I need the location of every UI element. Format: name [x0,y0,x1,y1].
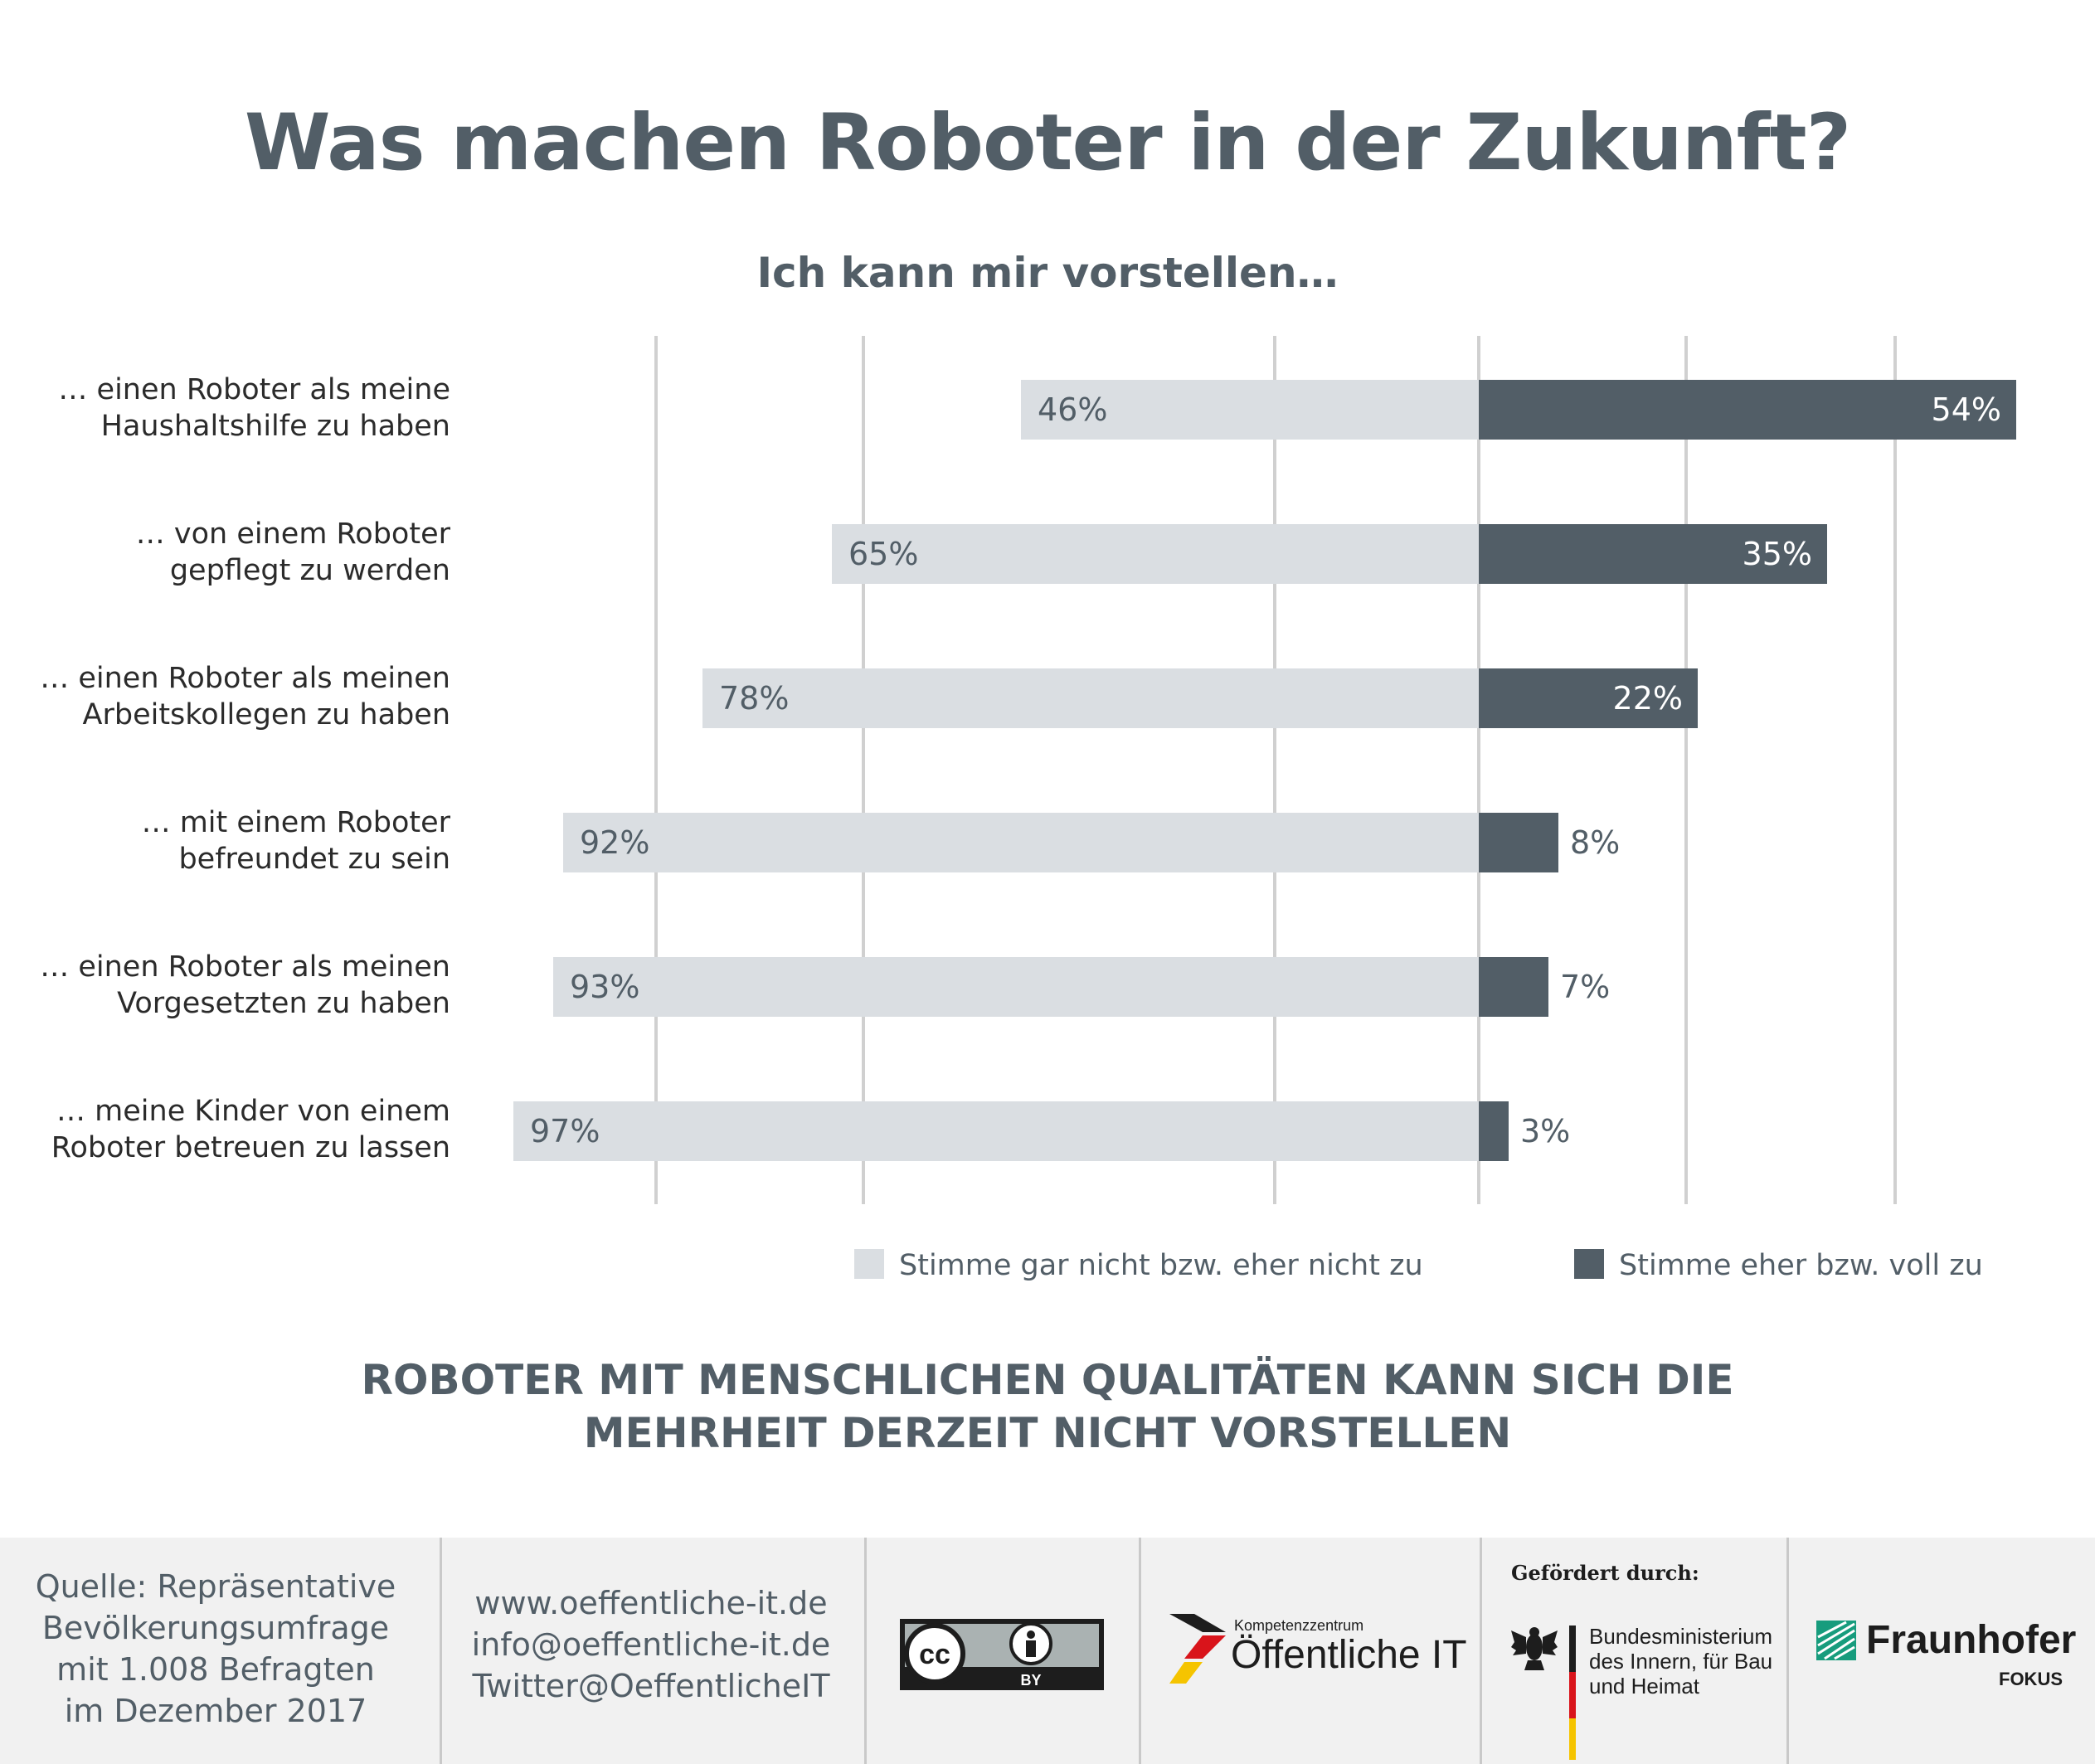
cc-by-label: BY [1020,1672,1041,1689]
category-label-line: befreundet zu sein [178,843,450,876]
fokus-logo-text: FOKUS [1999,1669,2063,1689]
federal-eagle-icon [1511,1627,1558,1670]
footer-divider [1786,1538,1789,1764]
bar-agree [1479,957,1548,1017]
category-label: … mit einem Roboter befreundet zu sein [0,804,450,877]
category-label-line: Haushaltshilfe zu haben [100,410,450,443]
legend-item-disagree: Stimme gar nicht bzw. eher nicht zu [854,1249,1423,1282]
headline-line-1: ROBOTER MIT MENSCHLICHEN QUALITÄTEN KANN… [361,1356,1734,1404]
category-label-line: Arbeitskollegen zu haben [82,698,450,731]
data-label-agree: 3% [1520,1113,1570,1149]
source-line: Quelle: Repräsentative [35,1568,396,1605]
data-label-agree: 54% [1932,391,2001,428]
svg-text:cc: cc [919,1639,950,1670]
footer: Quelle: Repräsentative Bevölkerungsumfra… [0,1538,2095,1764]
category-label-line: … mit einem Roboter [141,806,450,839]
category-label-line: Vorgesetzten zu haben [117,987,450,1020]
ministry-line: und Heimat [1589,1674,1699,1698]
category-label-line: … einen Roboter als meinen [40,950,450,984]
headline-line-2: MEHRHEIT DERZEIT NICHT VORSTELLEN [583,1409,1512,1457]
bar-disagree [513,1101,1479,1161]
email-link[interactable]: info@oeffentliche-it.de [471,1626,831,1663]
footer-divider [864,1538,867,1764]
website-link[interactable]: www.oeffentliche-it.de [474,1585,828,1621]
cc-by-license-icon[interactable]: cc BY [900,1619,1104,1690]
legend-label-disagree: Stimme gar nicht bzw. eher nicht zu [899,1249,1423,1282]
flag-stripe-gold [1569,1718,1576,1760]
legend-swatch-agree [1574,1249,1604,1279]
flag-stripe-red [1569,1672,1576,1718]
chart: 46% 54% 65% 35% 78% 22% 92% 8% 93% 7% 97% 3% [513,336,2016,1204]
fraunhofer-logo-text: Fraunhofer [1866,1618,2077,1662]
fraunhofer-logo-icon [1816,1621,1856,1660]
bar-agree [1479,668,1698,728]
contact-info: www.oeffentliche-it.de info@oeffentliche… [452,1582,850,1707]
category-label: … meine Kinder von einem Roboter betreuen… [0,1093,450,1166]
data-label-disagree: 92% [580,824,649,861]
data-label-disagree: 93% [570,969,639,1005]
legend-swatch-disagree [854,1249,884,1279]
bar-agree [1479,380,2016,440]
data-label-disagree: 78% [719,680,789,717]
data-label-disagree: 97% [530,1113,600,1149]
data-label-agree: 35% [1743,536,1812,572]
category-label: … von einem Roboter gepflegt zu werden [0,516,450,589]
footer-divider [1139,1538,1141,1764]
bar-agree [1479,1101,1509,1161]
data-label-agree: 22% [1613,680,1683,717]
twitter-link[interactable]: Twitter@OeffentlicheIT [472,1668,830,1704]
category-label-line: … einen Roboter als meinen [40,662,450,695]
kompetenz-small-label: Kompetenzzentrum [1234,1617,1364,1634]
bar-agree [1479,524,1827,584]
category-label-line: gepflegt zu werden [169,554,450,587]
footer-divider [440,1538,442,1764]
legend-item-agree: Stimme eher bzw. voll zu [1574,1249,1983,1282]
bar-agree [1479,813,1558,872]
kompetenz-logo-text: Öffentliche IT [1231,1633,1467,1677]
category-label: … einen Roboter als meine Haushaltshilfe … [0,372,450,445]
bar-disagree [563,813,1479,872]
category-label-line: Roboter betreuen zu lassen [51,1131,450,1164]
category-label-line: … einen Roboter als meine [58,373,450,406]
source-line: im Dezember 2017 [64,1693,367,1729]
headline: ROBOTER MIT MENSCHLICHEN QUALITÄTEN KANN… [0,1353,2095,1460]
category-label: … einen Roboter als meinen Arbeitskollege… [0,660,450,733]
bar-disagree [1021,380,1479,440]
ministry-name: Bundesministerium des Innern, für Bau un… [1589,1624,1772,1698]
data-label-agree: 7% [1560,969,1610,1005]
bar-disagree [702,668,1479,728]
funded-by-label: Gefördert durch: [1511,1561,1699,1585]
source-line: Bevölkerungsumfrage [41,1610,390,1646]
data-label-disagree: 65% [848,536,918,572]
page-title: Was machen Roboter in der Zukunft? [244,98,1851,188]
flag-stripe-black [1569,1626,1576,1672]
flag-swoosh-icon [1169,1614,1226,1684]
category-label-line: … von einem Roboter [135,518,450,551]
source-line: mit 1.008 Befragten [56,1651,375,1688]
data-label-disagree: 46% [1038,391,1107,428]
legend-label-agree: Stimme eher bzw. voll zu [1619,1249,1983,1282]
bar-disagree [553,957,1479,1017]
category-label: … einen Roboter als meinen Vorgesetzten z… [0,949,450,1022]
chart-subtitle: Ich kann mir vorstellen… [756,249,1339,297]
footer-divider [1480,1538,1482,1764]
bar-disagree [832,524,1479,584]
ministry-line: Bundesministerium [1589,1624,1773,1649]
category-label-line: … meine Kinder von einem [56,1095,450,1128]
data-label-agree: 8% [1570,824,1620,861]
ministry-line: des Innern, für Bau [1589,1649,1773,1674]
source-note: Quelle: Repräsentative Bevölkerungsumfra… [17,1566,415,1732]
